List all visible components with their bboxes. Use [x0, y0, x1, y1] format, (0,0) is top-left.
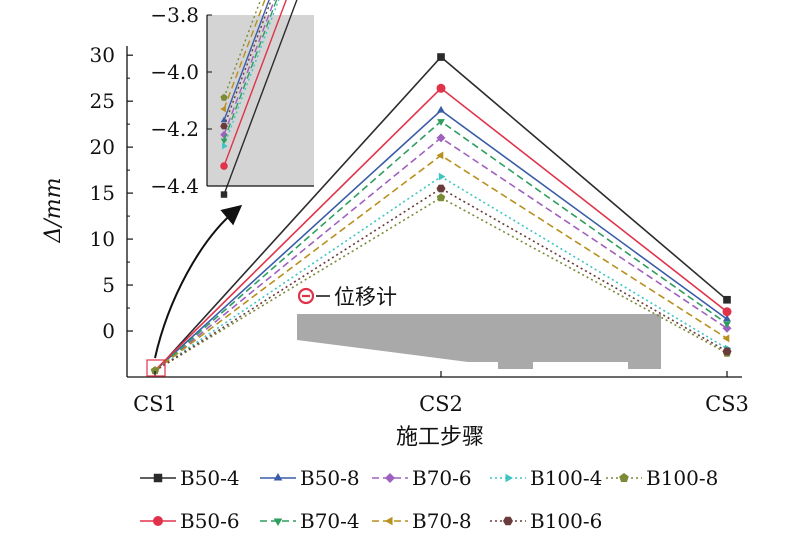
inset-series-B100-6 — [220, 0, 272, 130]
legend-label: B50-6 — [180, 509, 240, 533]
data-point — [722, 323, 732, 333]
data-point — [437, 119, 445, 126]
data-point — [436, 151, 444, 160]
legend-label: B50-4 — [180, 466, 240, 490]
legend-item-B100-4: B100-4 — [490, 466, 602, 490]
inset-data-point — [220, 122, 228, 130]
legend-marker — [153, 516, 163, 526]
inset-data-point — [220, 105, 226, 113]
bridge-girder-diagram: 位移计 — [297, 285, 661, 369]
data-point — [436, 83, 446, 93]
inset-data-point — [220, 138, 228, 145]
gauge-annotation: 位移计 — [334, 285, 397, 309]
legend-item-B50-4: B50-4 — [140, 466, 240, 490]
legend-marker — [503, 516, 513, 526]
data-point — [437, 105, 445, 113]
legend-item-B50-8: B50-8 — [260, 466, 360, 490]
legend-item-B70-4: B70-4 — [260, 509, 360, 533]
inset-series-line — [223, 0, 287, 167]
legend-label: B100-6 — [530, 509, 602, 533]
series-B70-4 — [154, 119, 731, 372]
series-B50-4 — [154, 53, 731, 373]
inset-data-point — [220, 162, 228, 170]
inset-y-tick-label: −3.8 — [150, 3, 199, 27]
y-tick-label: 0 — [102, 319, 115, 343]
series-lines — [150, 53, 732, 375]
x-tick-label: CS2 — [419, 392, 463, 416]
inset-series-line — [223, 0, 270, 121]
series-B70-8 — [154, 151, 730, 372]
legend-marker — [505, 473, 513, 483]
legend-label: B70-8 — [412, 509, 472, 533]
legend-label: B100-4 — [530, 466, 602, 490]
data-point — [722, 347, 732, 356]
series-B50-6 — [154, 83, 732, 371]
y-axis-title: Δ/mm — [41, 177, 66, 243]
y-tick-label: 20 — [90, 135, 115, 159]
legend-item-B70-8: B70-8 — [372, 509, 472, 533]
data-point — [150, 366, 160, 375]
y-tick-label: 15 — [90, 181, 115, 205]
series-B50-8 — [154, 105, 731, 372]
legend-label: B70-6 — [412, 466, 472, 490]
data-point — [436, 184, 446, 193]
data-point — [723, 295, 731, 304]
inset-y-tick-label: −4.2 — [150, 117, 199, 141]
x-axis-title: 施工步骤 — [396, 425, 484, 450]
legend: B50-4 B50-8 B70-6 B100-4 B100-8 B50-6 B70-4 B70… — [140, 466, 718, 533]
legend-label: B100-8 — [646, 466, 718, 490]
y-tick-label: 5 — [102, 273, 115, 297]
legend-label: B50-8 — [300, 466, 360, 490]
legend-item-B100-6: B100-6 — [490, 509, 602, 533]
legend-item-B50-6: B50-6 — [140, 509, 240, 533]
y-tick-label: 30 — [90, 43, 115, 67]
x-tick-label: CS3 — [705, 392, 749, 416]
inset-series-B100-8 — [220, 0, 262, 101]
inset-y-tick-label: −4.4 — [150, 174, 199, 198]
legend-marker — [385, 473, 395, 483]
data-point — [437, 53, 445, 61]
y-tick-label: 25 — [90, 89, 115, 113]
data-point — [436, 133, 446, 143]
y-tick-label: 10 — [90, 227, 115, 251]
data-point — [723, 314, 731, 322]
zoom-arrow — [154, 204, 243, 359]
inset-data-point — [220, 191, 228, 198]
legend-marker — [273, 518, 283, 526]
legend-marker — [619, 473, 629, 482]
inset-data-point — [222, 142, 228, 150]
data-point — [722, 334, 730, 343]
series-B100-6 — [154, 184, 732, 372]
data-point — [723, 321, 731, 329]
zoom-region-box — [146, 359, 166, 377]
inset-series-B100-4 — [222, 0, 280, 150]
inset-series-B50-4 — [220, 0, 298, 198]
inset-zoom-chart: −4.4 −4.2 −4.0 −3.8 — [150, 0, 314, 198]
data-point — [722, 307, 732, 317]
inset-series-B70-4 — [220, 0, 278, 145]
x-tick-label: CS1 — [133, 392, 177, 416]
legend-label: B70-4 — [300, 509, 360, 533]
legend-marker — [153, 473, 163, 483]
data-point — [438, 172, 446, 181]
bridge-girder-shape — [297, 314, 661, 369]
legend-marker — [273, 473, 283, 481]
legend-item-B100-8: B100-8 — [606, 466, 718, 490]
data-point — [436, 193, 446, 202]
inset-series-B70-8 — [220, 0, 266, 113]
inset-y-tick-label: −4.0 — [150, 60, 199, 84]
legend-item-B70-6: B70-6 — [372, 466, 472, 490]
inset-series-line — [223, 0, 298, 195]
main-axes: 0 5 10 15 20 25 30 CS1 CS2 CS3 — [90, 43, 749, 416]
inset-data-point — [220, 93, 228, 101]
series-line — [154, 196, 728, 372]
legend-marker — [385, 516, 393, 526]
series-B70-6 — [154, 133, 732, 372]
inset-series-B50-6 — [220, 0, 287, 170]
